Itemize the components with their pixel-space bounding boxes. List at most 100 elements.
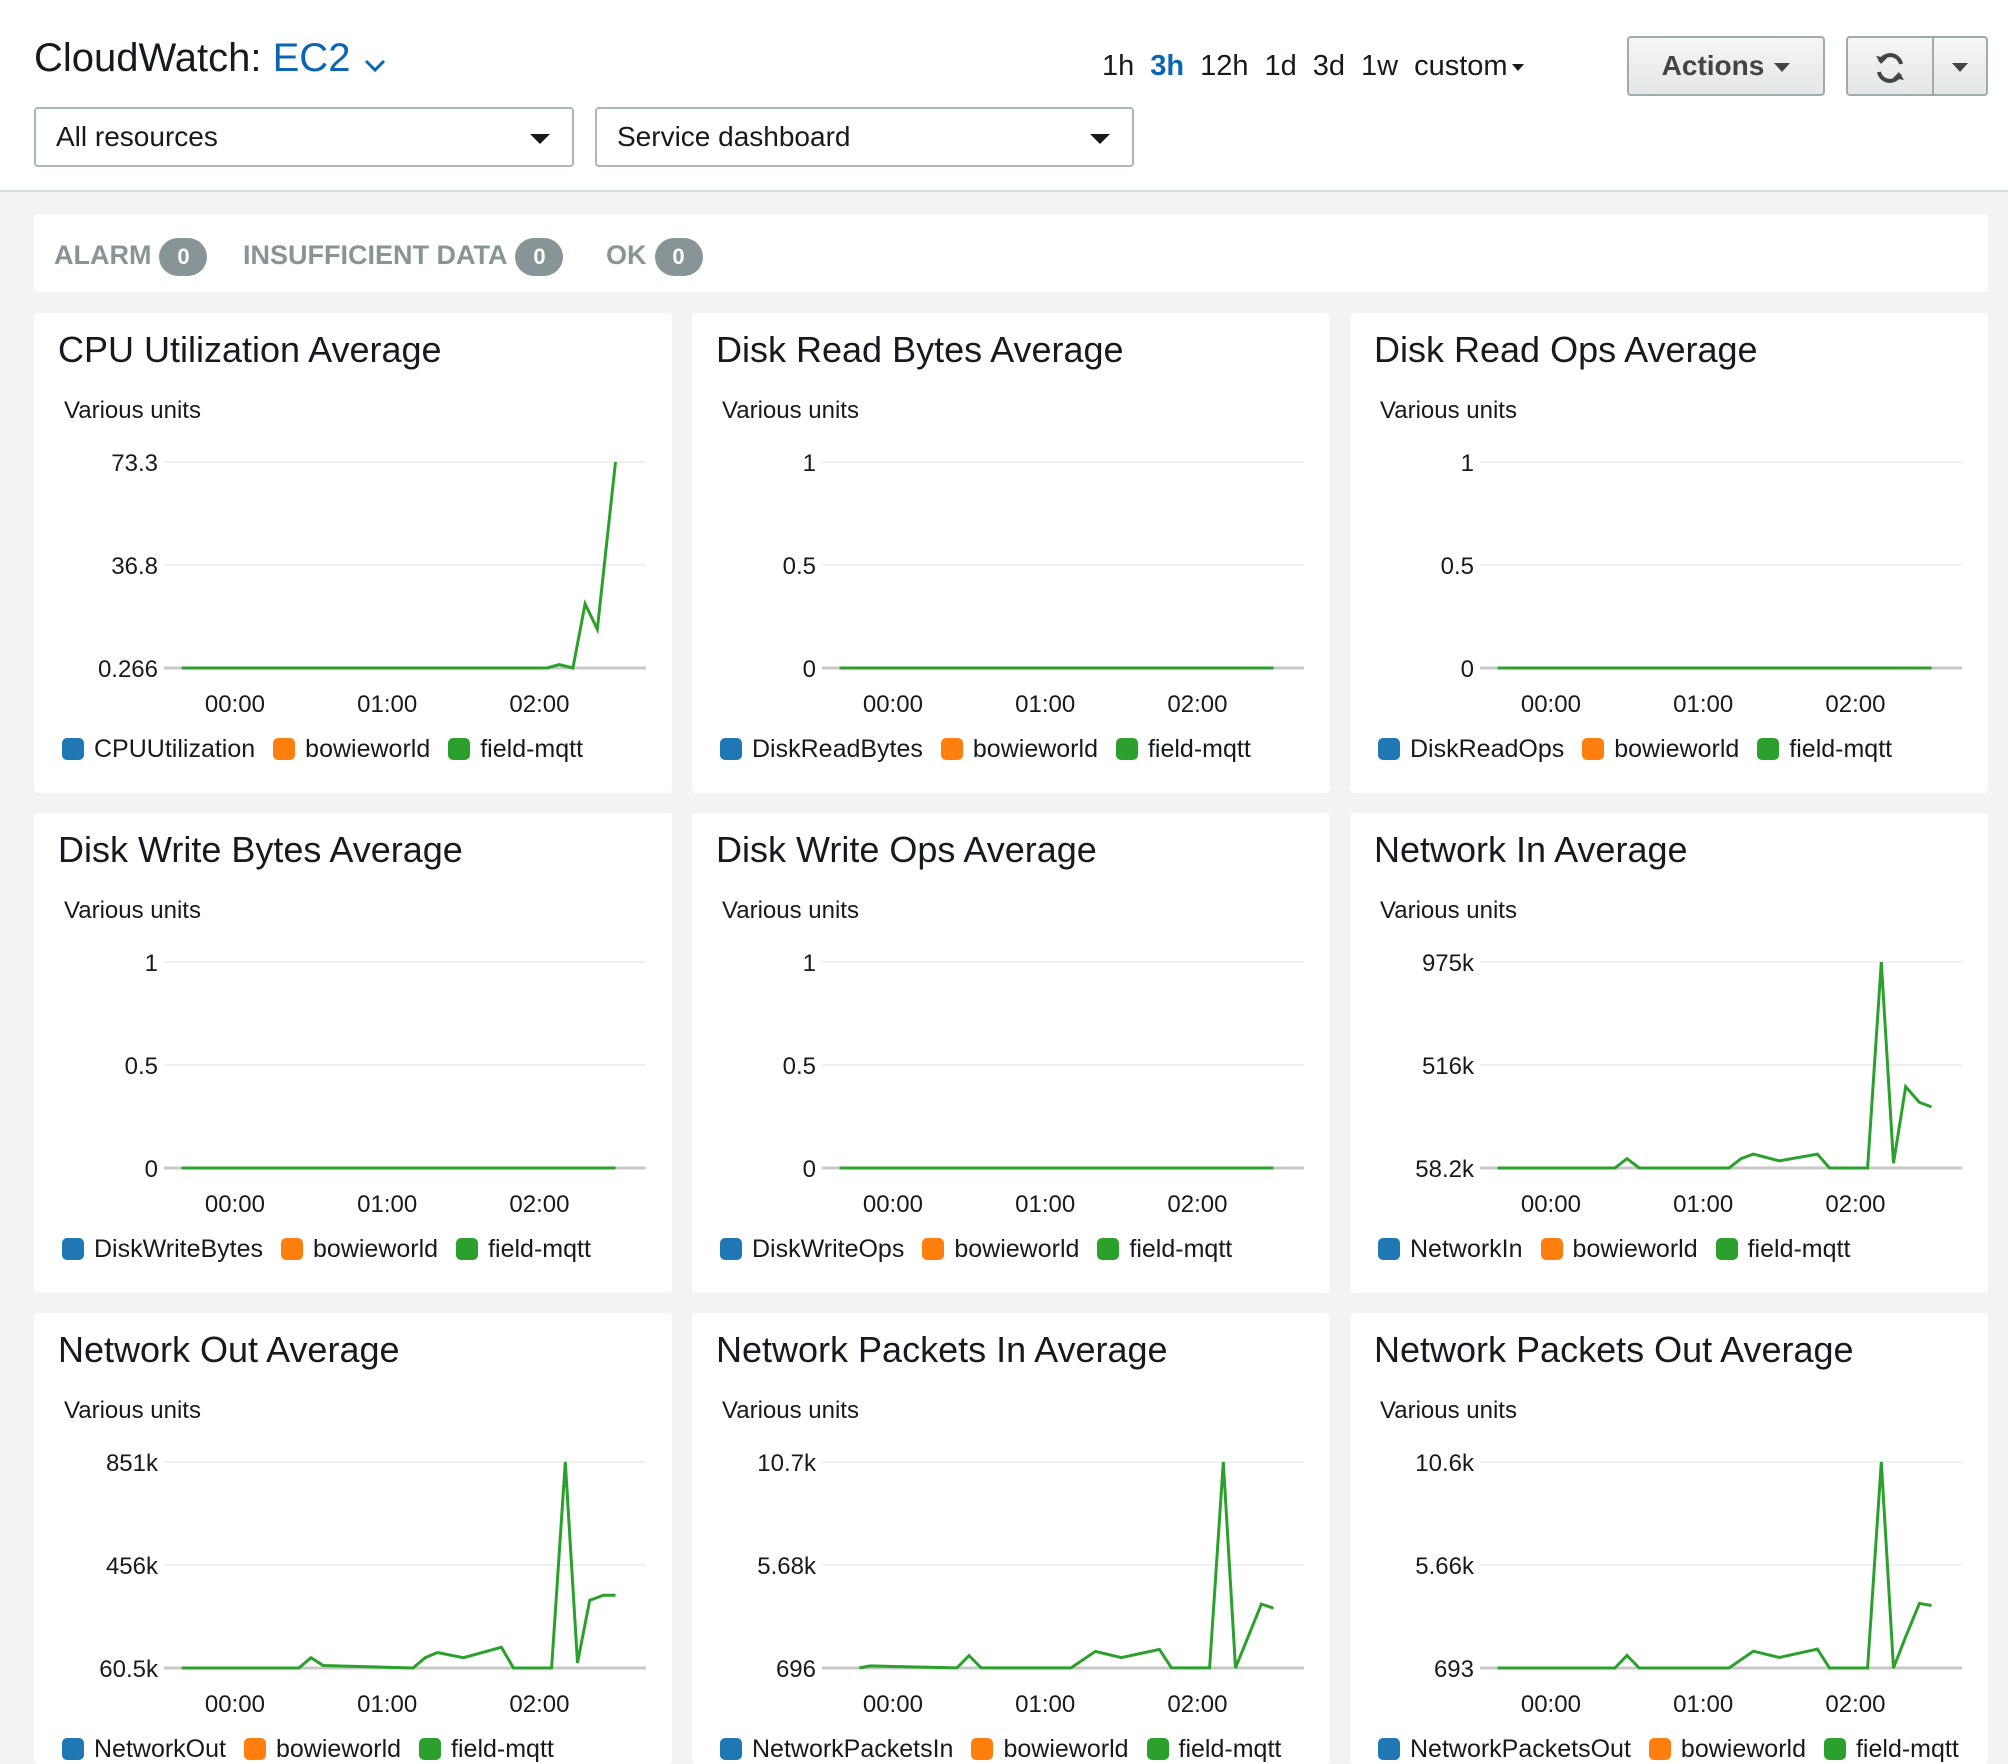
dashboard-select[interactable]: Service dashboard <box>595 107 1134 167</box>
metric-panel[interactable]: Disk Read Ops Average Various units 1 0.5 0 0… <box>1350 313 1988 793</box>
time-range-3h[interactable]: 3h <box>1150 50 1185 82</box>
legend-item[interactable]: bowieworld <box>1582 731 1739 767</box>
legend-swatch <box>456 1238 479 1260</box>
series-line-field-mqtt[interactable] <box>1497 961 1933 1170</box>
metric-panel[interactable]: Network Out Average Various units 851k 456k… <box>34 1313 672 1764</box>
legend: DiskReadOps bowieworld field-mqtt <box>1378 731 1978 767</box>
alarm-state-alarm[interactable]: ALARM 0 <box>54 238 208 276</box>
legend-swatch <box>1378 738 1400 760</box>
legend-item[interactable]: CPUUtilization <box>62 731 255 767</box>
legend-swatch <box>720 1738 742 1760</box>
time-range-custom[interactable]: custom <box>1414 50 1539 82</box>
chevron-down-icon[interactable] <box>364 38 386 83</box>
service-name[interactable]: EC2 <box>272 36 351 80</box>
metric-panel[interactable]: Disk Read Bytes Average Various units 1 0.5… <box>692 313 1330 793</box>
line-chart: 1 0.5 0 00:00 01:00 02:00 <box>783 950 1304 1218</box>
series-line-field-mqtt[interactable] <box>181 461 617 670</box>
panel-title: Disk Read Ops Average <box>1374 329 1758 370</box>
legend-swatch <box>1715 1238 1738 1260</box>
legend-item[interactable]: field-mqtt <box>1097 1231 1232 1267</box>
legend-swatch <box>1378 1238 1400 1260</box>
x-tick-label: 01:00 <box>1673 1691 1733 1718</box>
legend-item[interactable]: field-mqtt <box>1823 1731 1959 1764</box>
refresh-button[interactable] <box>1846 36 1934 96</box>
refresh-options-button[interactable] <box>1932 36 1988 96</box>
legend: NetworkPacketsIn bowieworld field-mqtt <box>720 1731 1320 1764</box>
legend-item[interactable]: NetworkPacketsOut <box>1378 1731 1631 1764</box>
alarm-state-ok[interactable]: OK 0 <box>606 238 703 276</box>
series-line-field-mqtt[interactable] <box>1497 1461 1932 1670</box>
metric-panel[interactable]: CPU Utilization Average Various units 73.3… <box>34 313 672 793</box>
legend-item[interactable]: field-mqtt <box>448 731 583 767</box>
legend-item[interactable]: bowieworld <box>1540 1231 1698 1267</box>
legend-item[interactable]: bowieworld <box>273 731 430 767</box>
legend-swatch <box>1757 738 1780 760</box>
actions-button[interactable]: Actions <box>1627 36 1825 96</box>
metric-panel[interactable]: Disk Write Ops Average Various units 1 0.5 0… <box>692 813 1330 1293</box>
metric-panel[interactable]: Network Packets Out Average Various units… <box>1350 1313 1988 1764</box>
x-tick-label: 01:00 <box>1015 1191 1075 1218</box>
y-tick-label: 1 <box>145 950 158 977</box>
legend-item[interactable]: bowieworld <box>281 1231 438 1267</box>
metric-panel[interactable]: Network Packets In Average Various units 1… <box>692 1313 1330 1764</box>
page-title: CloudWatch: EC2 <box>34 36 386 83</box>
legend-label: bowieworld <box>275 1735 402 1763</box>
legend-item[interactable]: bowieworld <box>1648 1731 1806 1764</box>
time-range-12h[interactable]: 12h <box>1200 50 1249 82</box>
legend-item[interactable]: field-mqtt <box>1146 1731 1281 1764</box>
top-bar: CloudWatch: EC2 All resources Service da… <box>0 0 2008 192</box>
refresh-icon <box>1872 50 1908 83</box>
y-tick-label: 0.5 <box>783 1053 816 1080</box>
legend-swatch <box>1378 1738 1400 1760</box>
legend-swatch <box>62 1238 84 1260</box>
panel-title: Disk Write Bytes Average <box>58 829 463 870</box>
y-tick-label: 1 <box>1461 450 1474 477</box>
y-tick-label: 5.66k <box>1415 1553 1475 1580</box>
legend-swatch <box>1115 738 1138 760</box>
legend-item[interactable]: bowieworld <box>940 731 1098 767</box>
count-badge: 0 <box>654 238 703 276</box>
legend-swatch <box>1582 738 1605 760</box>
time-range-1h[interactable]: 1h <box>1102 50 1135 82</box>
legend-label: DiskWriteOps <box>752 1235 905 1263</box>
legend-item[interactable]: DiskWriteOps <box>720 1231 904 1267</box>
series-line-field-mqtt[interactable] <box>181 1461 616 1670</box>
legend-item[interactable]: field-mqtt <box>1757 731 1892 767</box>
metric-panel[interactable]: Disk Write Bytes Average Various units 1 0.… <box>34 813 672 1293</box>
legend-item[interactable]: field-mqtt <box>419 1731 554 1764</box>
x-tick-label: 00:00 <box>863 1191 923 1218</box>
legend-item[interactable]: bowieworld <box>922 1231 1079 1267</box>
resource-filter-select[interactable]: All resources <box>34 107 574 167</box>
time-range-1d[interactable]: 1d <box>1264 50 1297 82</box>
legend-item[interactable]: field-mqtt <box>1715 1231 1850 1267</box>
legend-swatch <box>720 1238 742 1260</box>
series-line-field-mqtt[interactable] <box>859 1461 1274 1670</box>
panel-title: Network Out Average <box>58 1329 400 1370</box>
units-label: Various units <box>722 1397 859 1424</box>
alarm-state-label: ALARM <box>54 240 152 271</box>
legend-item[interactable]: DiskWriteBytes <box>62 1231 263 1267</box>
y-tick-label: 0 <box>1461 656 1474 683</box>
legend-item[interactable]: field-mqtt <box>1115 731 1251 767</box>
legend-item[interactable]: NetworkOut <box>62 1731 226 1764</box>
metric-panel[interactable]: Network In Average Various units 975k 516k 5… <box>1350 813 1988 1293</box>
legend-swatch <box>419 1738 442 1760</box>
legend-item[interactable]: field-mqtt <box>456 1231 591 1267</box>
time-range-1w[interactable]: 1w <box>1361 50 1399 82</box>
x-tick-label: 00:00 <box>205 1191 265 1218</box>
title-prefix: CloudWatch: <box>34 36 273 80</box>
legend-swatch <box>940 738 963 760</box>
legend: NetworkOut bowieworld field-mqtt <box>62 1731 662 1764</box>
time-range-3d[interactable]: 3d <box>1312 50 1346 82</box>
legend-item[interactable]: bowieworld <box>243 1731 402 1764</box>
panel-title: Disk Read Bytes Average <box>716 329 1124 370</box>
legend-item[interactable]: NetworkPacketsIn <box>720 1731 953 1764</box>
legend-item[interactable]: NetworkIn <box>1378 1231 1523 1267</box>
x-tick-label: 02:00 <box>1825 1691 1885 1718</box>
x-tick-label: 00:00 <box>1521 1691 1581 1718</box>
legend-item[interactable]: bowieworld <box>971 1731 1129 1764</box>
units-label: Various units <box>1380 397 1517 424</box>
legend-item[interactable]: DiskReadOps <box>1378 731 1564 767</box>
alarm-state-insufficient-data[interactable]: INSUFFICIENT DATA 0 <box>243 238 564 276</box>
legend-item[interactable]: DiskReadBytes <box>720 731 923 767</box>
